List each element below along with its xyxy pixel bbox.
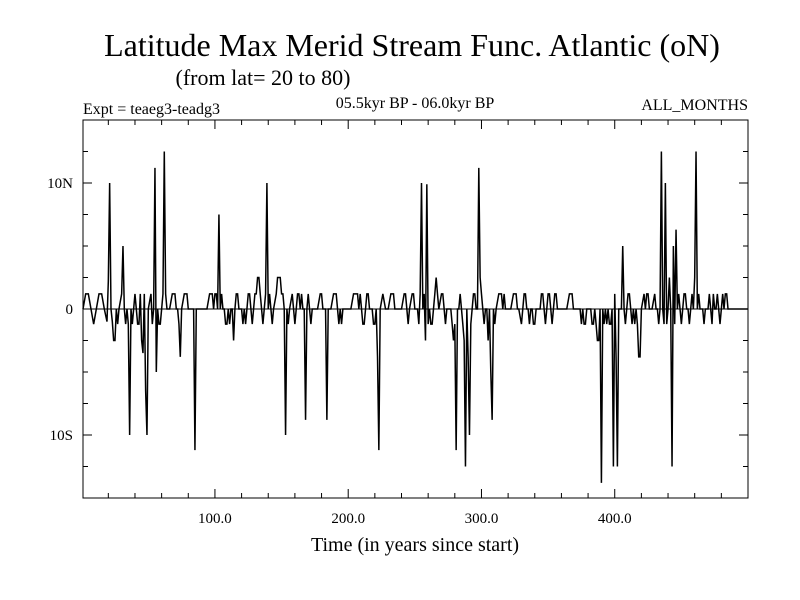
axis-tick-labels: 100.0 200.0 300.0 400.0 10N 0 10S — [47, 176, 631, 527]
season-label: ALL_MONTHS — [641, 97, 748, 114]
y-tick-label: 0 — [66, 302, 74, 318]
x-tick-label: 200.0 — [331, 511, 365, 527]
y-tick-label: 10S — [50, 428, 73, 444]
plot-frame — [82, 119, 749, 499]
axis-ticks — [83, 120, 748, 498]
x-tick-label: 300.0 — [465, 511, 499, 527]
period-label: 05.5kyr BP - 06.0kyr BP — [336, 95, 495, 112]
x-tick-label: 100.0 — [198, 511, 232, 527]
x-axis-label: Time (in years since start) — [311, 534, 519, 556]
experiment-label: Expt = teaeg3-teadg3 — [83, 101, 220, 118]
y-tick-label: 10N — [47, 176, 73, 192]
chart-subtitle: (from lat= 20 to 80) — [176, 65, 351, 90]
x-tick-label: 400.0 — [598, 511, 632, 527]
chart-title: Latitude Max Merid Stream Func. Atlantic… — [104, 27, 720, 63]
series-line — [82, 151, 748, 483]
